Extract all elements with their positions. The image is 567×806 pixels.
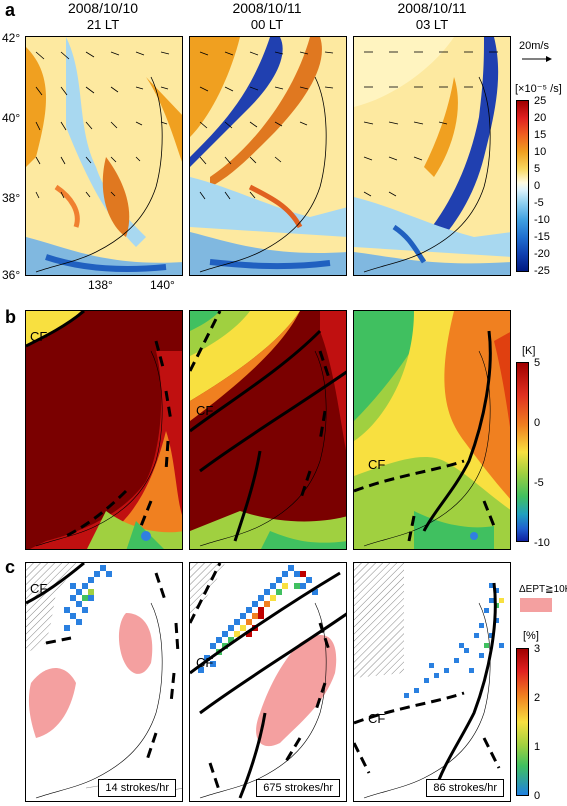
strokes-count-3: 86 strokes/hr <box>426 779 504 797</box>
cf-label: CF <box>196 655 214 670</box>
map-b1-ept: CF <box>25 310 183 550</box>
map-c3-lightning: CF 86 strokes/hr <box>353 562 511 802</box>
colorbar-a-tick: -15 <box>534 231 550 243</box>
column-2-time: 00 LT <box>250 17 284 32</box>
map-b2-ept: CF <box>189 310 347 550</box>
map-c2-lightning: CF 675 strokes/hr <box>189 562 347 802</box>
colorbar-a-tick: 20 <box>534 112 547 124</box>
panel-letter-b: b <box>5 307 16 327</box>
colorbar-b-tick: 5 <box>534 357 541 369</box>
colorbar-a-tick: 0 <box>534 180 541 192</box>
colorbar-a-tick: 5 <box>534 163 541 175</box>
colorbar-a-tick: -10 <box>534 214 550 226</box>
panel-letter-c: c <box>5 557 16 577</box>
colorbar-b-tick: -10 <box>534 537 550 549</box>
colorbar-c-unit: [%] <box>523 630 539 642</box>
colorbar-a-tick: 15 <box>534 129 547 141</box>
lon-label-140: 140° <box>150 278 175 292</box>
column-1-date: 2008/10/10 <box>67 0 139 16</box>
lon-label-138: 138° <box>88 278 113 292</box>
colorbar-a <box>516 100 529 272</box>
map-a3-vorticity <box>353 36 511 276</box>
vector-reference-arrow <box>522 56 552 62</box>
vector-reference-label: 20m/s <box>519 40 549 52</box>
map-b3-ept: CF <box>353 310 511 550</box>
panel-letter-a: a <box>5 0 16 20</box>
ept-legend-swatch <box>520 598 552 612</box>
colorbar-a-tick: 25 <box>534 95 547 107</box>
colorbar-b-unit: [K] <box>522 345 536 357</box>
column-3-time: 03 LT <box>415 17 449 32</box>
colorbar-c-tick: 3 <box>534 643 541 655</box>
map-c1-lightning: CF 14 strokes/hr <box>25 562 183 802</box>
strokes-count-2: 675 strokes/hr <box>256 779 340 797</box>
column-3-date: 2008/10/11 <box>397 0 467 16</box>
colorbar-a-tick: -25 <box>534 265 550 277</box>
colorbar-c-tick: 2 <box>534 692 541 704</box>
map-a2-vorticity <box>189 36 347 276</box>
colorbar-a-tick: -20 <box>534 248 550 260</box>
colorbar-a-tick: -5 <box>534 197 544 209</box>
column-1-time: 21 LT <box>86 17 120 32</box>
cf-label: CF <box>368 711 386 726</box>
colorbar-b <box>516 362 529 542</box>
lat-label-40: 40° <box>2 111 21 125</box>
cf-label: CF <box>368 457 386 472</box>
colorbar-a-unit: [×10⁻⁵ /s] <box>515 83 562 95</box>
colorbar-c-tick: 0 <box>534 790 541 802</box>
colorbar-c <box>516 648 529 796</box>
column-2-date: 2008/10/11 <box>232 0 302 16</box>
colorbar-a-tick: 10 <box>534 146 547 158</box>
colorbar-c-tick: 1 <box>534 741 541 753</box>
cf-label: CF <box>196 403 214 418</box>
lat-label-38: 38° <box>2 191 21 205</box>
ept-legend-label: ΔEPT≧10K <box>519 584 567 595</box>
strokes-count-1: 14 strokes/hr <box>98 779 176 797</box>
map-a1-vorticity <box>25 36 183 276</box>
lat-label-36: 36° <box>2 268 21 282</box>
cf-label: CF <box>30 329 48 344</box>
colorbar-b-tick: -5 <box>534 477 544 489</box>
colorbar-b-tick: 0 <box>534 417 541 429</box>
cf-label: CF <box>30 581 48 596</box>
lat-label-42: 42° <box>2 31 21 45</box>
